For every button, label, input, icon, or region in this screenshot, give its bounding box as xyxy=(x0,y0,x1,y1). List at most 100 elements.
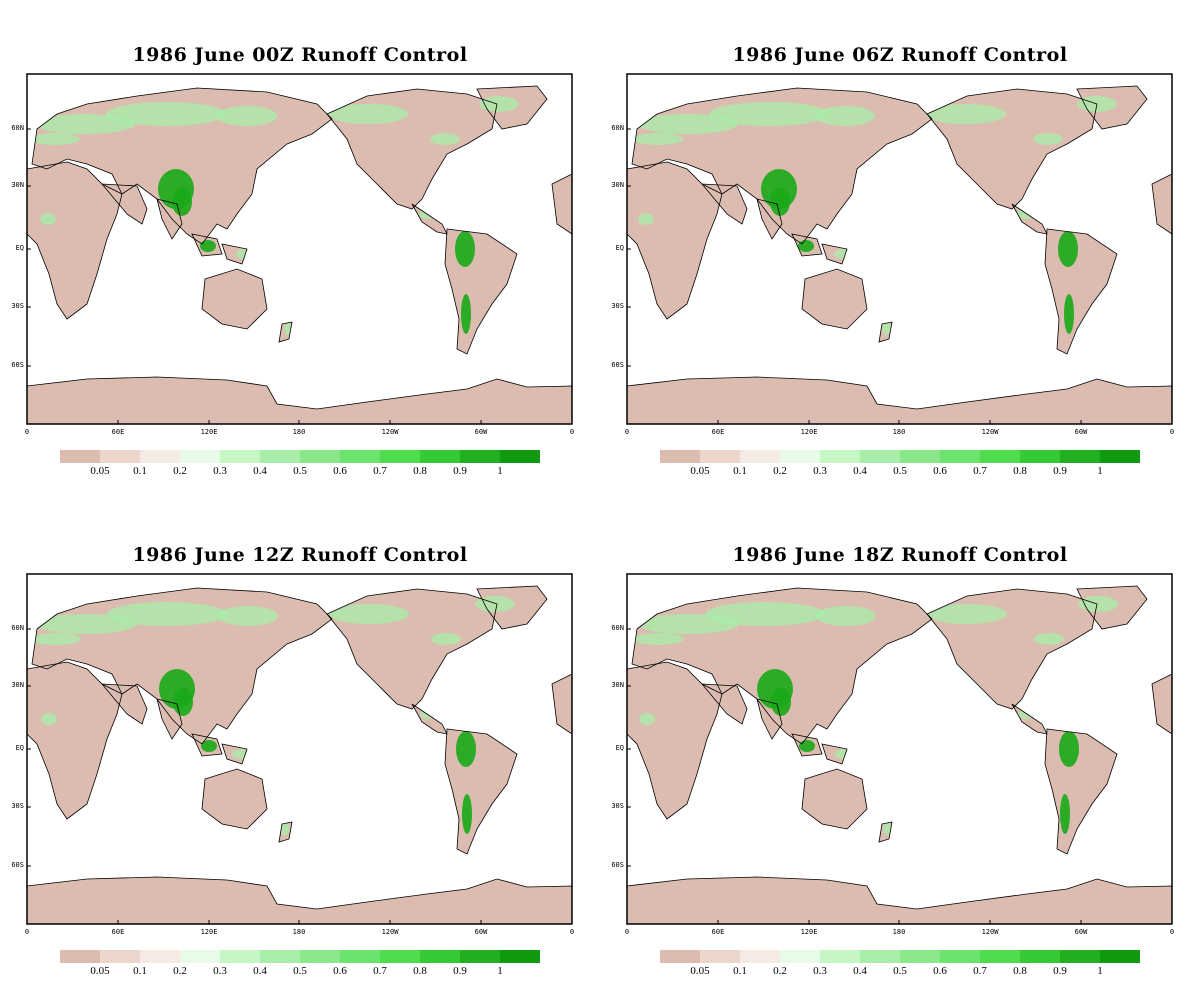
colorbar-swatch xyxy=(980,950,1020,963)
colorbar-swatch xyxy=(1100,950,1140,963)
runoff-map xyxy=(26,573,573,925)
lon-tick-label: 0 xyxy=(569,428,575,436)
runoff-patch xyxy=(770,188,790,216)
coastline xyxy=(26,161,123,320)
runoff-patch xyxy=(1034,633,1064,645)
runoff-patch xyxy=(173,688,193,716)
colorbar-swatch xyxy=(300,950,340,963)
land-region xyxy=(802,269,867,329)
colorbar xyxy=(60,950,540,963)
lon-tick-label: 180 xyxy=(892,428,906,436)
coastline xyxy=(221,243,248,265)
coastline xyxy=(278,821,293,843)
colorbar-label: 0.1 xyxy=(133,465,147,477)
land-region xyxy=(202,269,267,329)
colorbar-swatch xyxy=(100,450,140,463)
lon-tick-label: 60E xyxy=(111,428,125,436)
runoff-patch xyxy=(479,96,519,112)
panel-00z: 1986 June 00Z Runoff Control 60N 30N EQ 30S… xyxy=(0,0,600,500)
land-region xyxy=(627,377,1172,424)
coastline xyxy=(444,228,518,355)
coastline xyxy=(756,198,783,240)
colorbar-label: 0.1 xyxy=(733,965,747,977)
colorbar-label: 0.4 xyxy=(853,965,867,977)
colorbar-label: 0.5 xyxy=(893,465,907,477)
colorbar-label: 0.3 xyxy=(213,965,227,977)
lon-tick-label: 60E xyxy=(111,928,125,936)
colorbar-swatch xyxy=(820,950,860,963)
colorbar-swatch xyxy=(420,950,460,963)
runoff-patch xyxy=(36,614,136,634)
coastline xyxy=(101,183,148,225)
runoff-patch xyxy=(638,114,738,134)
runoff-patch xyxy=(1058,231,1078,267)
colorbar-swatch xyxy=(220,950,260,963)
land-region xyxy=(27,377,572,424)
land-region xyxy=(552,174,572,234)
lon-tick-label: 0 xyxy=(1169,928,1175,936)
colorbar-swatch xyxy=(940,950,980,963)
lon-tick-label: 0 xyxy=(24,928,30,936)
colorbar-swatch xyxy=(180,450,220,463)
colorbar-swatch xyxy=(60,950,100,963)
panel-18z: 1986 June 18Z Runoff Control 60N 30N EQ 30S… xyxy=(600,500,1200,1000)
colorbar-label: 0.9 xyxy=(1053,965,1067,977)
colorbar-label: 0.6 xyxy=(333,965,347,977)
lat-tick-label: EQ xyxy=(15,244,24,252)
colorbar-swatch xyxy=(300,450,340,463)
colorbar-label: 0.3 xyxy=(213,465,227,477)
coastline xyxy=(31,587,333,745)
runoff-patch xyxy=(639,713,655,725)
colorbar-label: 0.2 xyxy=(173,965,187,977)
coastline xyxy=(31,87,333,245)
lon-tick-label: 120W xyxy=(381,928,399,936)
colorbar-label: 0.9 xyxy=(453,965,467,977)
runoff-patch xyxy=(638,213,654,225)
runoff-map xyxy=(626,573,1173,925)
colorbar-swatch xyxy=(340,950,380,963)
coastline xyxy=(1076,85,1148,130)
runoff-patch xyxy=(1078,596,1118,612)
land-region xyxy=(802,769,867,829)
runoff-patch xyxy=(1059,731,1079,767)
map-area xyxy=(626,573,1173,925)
colorbar-label: 0.05 xyxy=(690,465,710,477)
coastline xyxy=(701,183,748,225)
runoff-patch xyxy=(634,633,684,645)
colorbar-label: 0.5 xyxy=(893,965,907,977)
coastline xyxy=(821,743,848,765)
lon-tick-label: 0 xyxy=(624,928,630,936)
runoff-patch xyxy=(40,213,56,225)
runoff-patch xyxy=(633,133,683,145)
coastline xyxy=(878,321,893,343)
coastline xyxy=(1044,228,1118,355)
runoff-patch xyxy=(35,114,135,134)
land-region xyxy=(702,184,747,224)
colorbar-swatch xyxy=(60,450,100,463)
coastline xyxy=(201,268,268,330)
runoff-patch xyxy=(926,104,1006,124)
lat-tick-label: 30S xyxy=(611,802,624,810)
runoff-patch xyxy=(799,740,815,752)
colorbar-label: 0.4 xyxy=(853,465,867,477)
runoff-patch xyxy=(200,240,216,252)
runoff-patch xyxy=(41,713,57,725)
lon-tick-label: 120E xyxy=(800,428,818,436)
lat-tick-label: 60N xyxy=(11,624,24,632)
colorbar-swatch xyxy=(500,950,540,963)
panel-title: 1986 June 18Z Runoff Control xyxy=(732,544,1068,566)
coastline xyxy=(191,733,223,757)
colorbar-swatch xyxy=(140,950,180,963)
coastline xyxy=(278,321,293,343)
lat-tick-label: EQ xyxy=(15,744,24,752)
coastline xyxy=(1044,728,1118,855)
runoff-patch xyxy=(201,740,217,752)
runoff-map xyxy=(626,73,1173,425)
panel-12z: 1986 June 12Z Runoff Control 60N 30N EQ 30S… xyxy=(0,500,600,1000)
colorbar-label: 1 xyxy=(1097,465,1103,477)
runoff-patch xyxy=(107,602,227,626)
lon-tick-label: 60E xyxy=(711,428,725,436)
colorbar-swatch xyxy=(860,950,900,963)
colorbar-label: 0.7 xyxy=(973,465,987,477)
colorbar-label: 0.8 xyxy=(413,965,427,977)
